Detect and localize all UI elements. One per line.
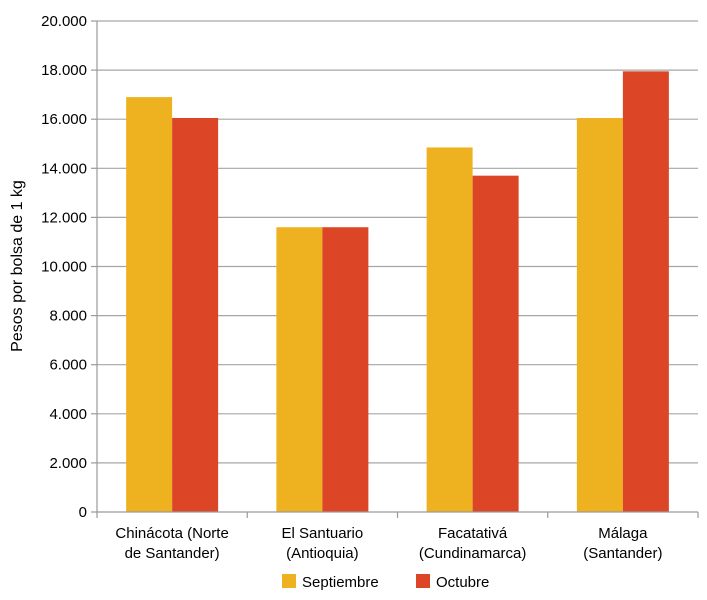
x-tick-labels: Chinácota (Norte de Santander) El Santuari… <box>115 525 662 562</box>
y-tick-labels: 0 2.000 4.000 6.000 8.000 10.000 12.000 14.000 1… <box>41 13 87 521</box>
bar-octubre-0 <box>172 117 219 512</box>
bar-septiembre-1 <box>276 227 323 512</box>
x-tick-label: Málaga (Santander) <box>583 525 662 562</box>
legend-label-octubre: Octubre <box>436 574 489 591</box>
x-tick-label: El Santuario (Antioquia) <box>282 525 364 562</box>
legend-swatch-septiembre <box>282 574 296 588</box>
y-tick-label: 16.000 <box>41 111 87 128</box>
y-tick-label: 20.000 <box>41 13 87 30</box>
legend-swatch-octubre <box>416 574 430 588</box>
x-tick-label-line: Facatativá <box>438 525 508 542</box>
x-tick-label: Facatativá (Cundinamarca) <box>419 525 527 562</box>
y-tick-label: 14.000 <box>41 160 87 177</box>
y-tick-label: 0 <box>79 504 87 521</box>
y-tick-label: 2.000 <box>49 455 87 472</box>
y-tick-label: 6.000 <box>49 357 87 374</box>
bar-septiembre-0 <box>126 97 173 512</box>
x-tick-label-line: (Antioquia) <box>286 545 359 562</box>
x-tick-label-line: Chinácota (Norte <box>115 525 228 542</box>
x-tick-label-line: (Cundinamarca) <box>419 545 527 562</box>
bar-octubre-3 <box>622 71 669 512</box>
y-tick-label: 8.000 <box>49 308 87 325</box>
bar-octubre-2 <box>472 175 519 513</box>
legend: Septiembre Octubre <box>282 574 489 591</box>
bar-octubre-1 <box>322 227 369 512</box>
y-tick-label: 10.000 <box>41 259 87 276</box>
bar-septiembre-2 <box>426 147 473 512</box>
y-tick-label: 4.000 <box>49 406 87 423</box>
y-tick-label: 12.000 <box>41 209 87 226</box>
x-tick-label-line: de Santander) <box>125 545 220 562</box>
x-tick-label: Chinácota (Norte de Santander) <box>115 525 228 562</box>
x-tick-label-line: Málaga <box>598 525 648 542</box>
x-tick-label-line: El Santuario <box>282 525 364 542</box>
legend-label-septiembre: Septiembre <box>302 574 379 591</box>
bars <box>126 71 669 513</box>
bar-septiembre-3 <box>576 117 623 512</box>
y-axis-label: Pesos por bolsa de 1 kg <box>9 180 26 352</box>
axes <box>91 20 699 518</box>
x-tick-label-line: (Santander) <box>583 545 662 562</box>
y-tick-label: 18.000 <box>41 62 87 79</box>
